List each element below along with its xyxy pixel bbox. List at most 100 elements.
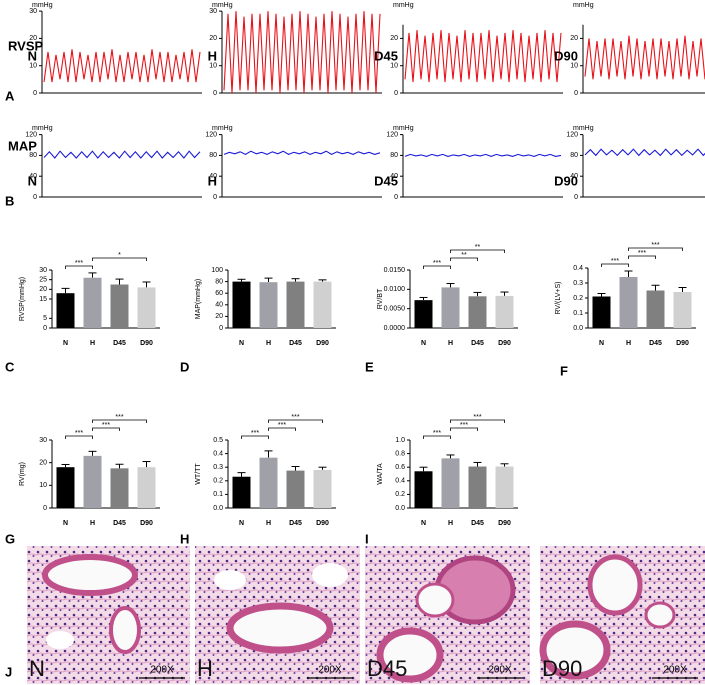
y-tick-label: 40	[390, 173, 398, 180]
x-tick-label: N	[421, 340, 426, 347]
x-tick-label: D90	[140, 340, 153, 347]
trace	[43, 49, 201, 83]
y-tick-label: 0.4	[213, 450, 223, 457]
y-tick-label: 0.8	[395, 450, 405, 457]
bar	[56, 467, 75, 508]
y-tick-label: 80	[390, 152, 398, 159]
y-tick-label: 60	[215, 290, 223, 297]
y-tick-label: 0.0000	[384, 325, 406, 332]
significance-bracket	[92, 419, 147, 423]
y-axis-label: RV/(LV+S)	[555, 281, 562, 314]
y-tick-label: 1.0	[395, 437, 405, 444]
y-axis-label: RVSP(mmHg)	[19, 277, 26, 321]
y-tick-label: 0	[394, 194, 398, 201]
histology-image	[365, 546, 530, 684]
bar	[137, 287, 156, 328]
x-tick-label: D90	[498, 520, 511, 527]
bar	[468, 466, 487, 508]
histology-images	[27, 546, 705, 684]
y-tick-label: 10	[390, 63, 398, 70]
x-tick-label: D45	[471, 340, 484, 347]
histology-image	[27, 546, 190, 684]
x-tick-label: D45	[289, 520, 302, 527]
x-tick-label: N	[239, 520, 244, 527]
significance-label: ***	[611, 258, 619, 265]
significance-label: ***	[251, 430, 259, 437]
row-label: RVSP	[8, 38, 43, 53]
bar	[110, 468, 129, 508]
scale-label: 200X	[488, 665, 512, 676]
trace	[404, 153, 562, 157]
y-tick-label: 0	[43, 325, 47, 332]
bar	[468, 296, 487, 328]
x-tick-label: D90	[676, 340, 689, 347]
significance-label: **	[461, 252, 467, 259]
panel-letter: A	[5, 88, 15, 103]
y-tick-label: 40	[215, 302, 223, 309]
y-tick-label: 40	[570, 173, 578, 180]
histology-image	[539, 546, 705, 684]
y-axis-label: MAP(mmHg)	[195, 279, 202, 319]
significance-label: ***	[651, 242, 659, 249]
y-tick-label: 0.0	[573, 325, 583, 332]
y-tick-label: 20	[215, 313, 223, 320]
y-tick-label: 0.0	[213, 505, 223, 512]
x-tick-label: D90	[316, 520, 329, 527]
y-tick-label: 0	[43, 505, 47, 512]
histology-label: D45	[367, 656, 407, 681]
x-tick-label: D90	[498, 340, 511, 347]
trace	[43, 150, 201, 159]
y-tick-label: 80	[215, 278, 223, 285]
y-tick-label: 80	[570, 152, 578, 159]
bar	[259, 457, 278, 508]
significance-label: ***	[473, 414, 481, 421]
significance-label: ***	[115, 414, 123, 421]
panel-letter: F	[560, 363, 568, 378]
significance-bracket	[450, 419, 505, 423]
y-unit: mmHg	[393, 125, 414, 132]
y-unit: mmHg	[32, 125, 53, 132]
significance-bracket	[241, 435, 269, 439]
trace	[223, 11, 381, 94]
x-tick-label: H	[266, 340, 271, 347]
y-tick-label: 0.4	[395, 478, 405, 485]
x-tick-label: H	[90, 340, 95, 347]
y-tick-label: 0	[213, 90, 217, 97]
y-axis-label: RV(mg)	[19, 462, 26, 486]
y-tick-label: 0.4	[573, 265, 583, 272]
condition-label: D45	[374, 48, 398, 63]
y-tick-label: 10	[29, 63, 37, 70]
panel-letter: D	[180, 359, 189, 374]
trace	[584, 148, 705, 157]
significance-bracket	[423, 435, 451, 439]
y-tick-label: 20	[209, 35, 217, 42]
significance-label: ***	[75, 260, 83, 267]
y-unit: mmHg	[212, 2, 233, 9]
histology-label: H	[197, 656, 213, 681]
y-tick-label: 120	[205, 131, 217, 138]
bar	[619, 277, 638, 328]
y-tick-label: 120	[386, 131, 398, 138]
bar	[286, 281, 305, 328]
bar	[313, 469, 332, 508]
bar	[414, 471, 433, 508]
bar	[646, 290, 665, 328]
y-tick-label: 0	[394, 90, 398, 97]
significance-bracket	[92, 257, 147, 261]
y-tick-label: 20	[29, 35, 37, 42]
significance-bracket	[628, 255, 656, 259]
y-tick-label: 0.0050	[384, 306, 406, 313]
bar	[414, 300, 433, 328]
condition-label: D90	[554, 173, 578, 188]
trace	[584, 35, 705, 80]
y-tick-label: 0	[33, 194, 37, 201]
panel-letter: I	[365, 531, 369, 546]
y-tick-label: 20	[39, 286, 47, 293]
y-tick-label: 120	[25, 131, 37, 138]
bar	[495, 466, 514, 508]
y-tick-label: 0.0150	[384, 267, 406, 274]
x-tick-label: N	[599, 340, 604, 347]
y-tick-label: 0.5	[213, 437, 223, 444]
x-tick-label: N	[63, 340, 68, 347]
